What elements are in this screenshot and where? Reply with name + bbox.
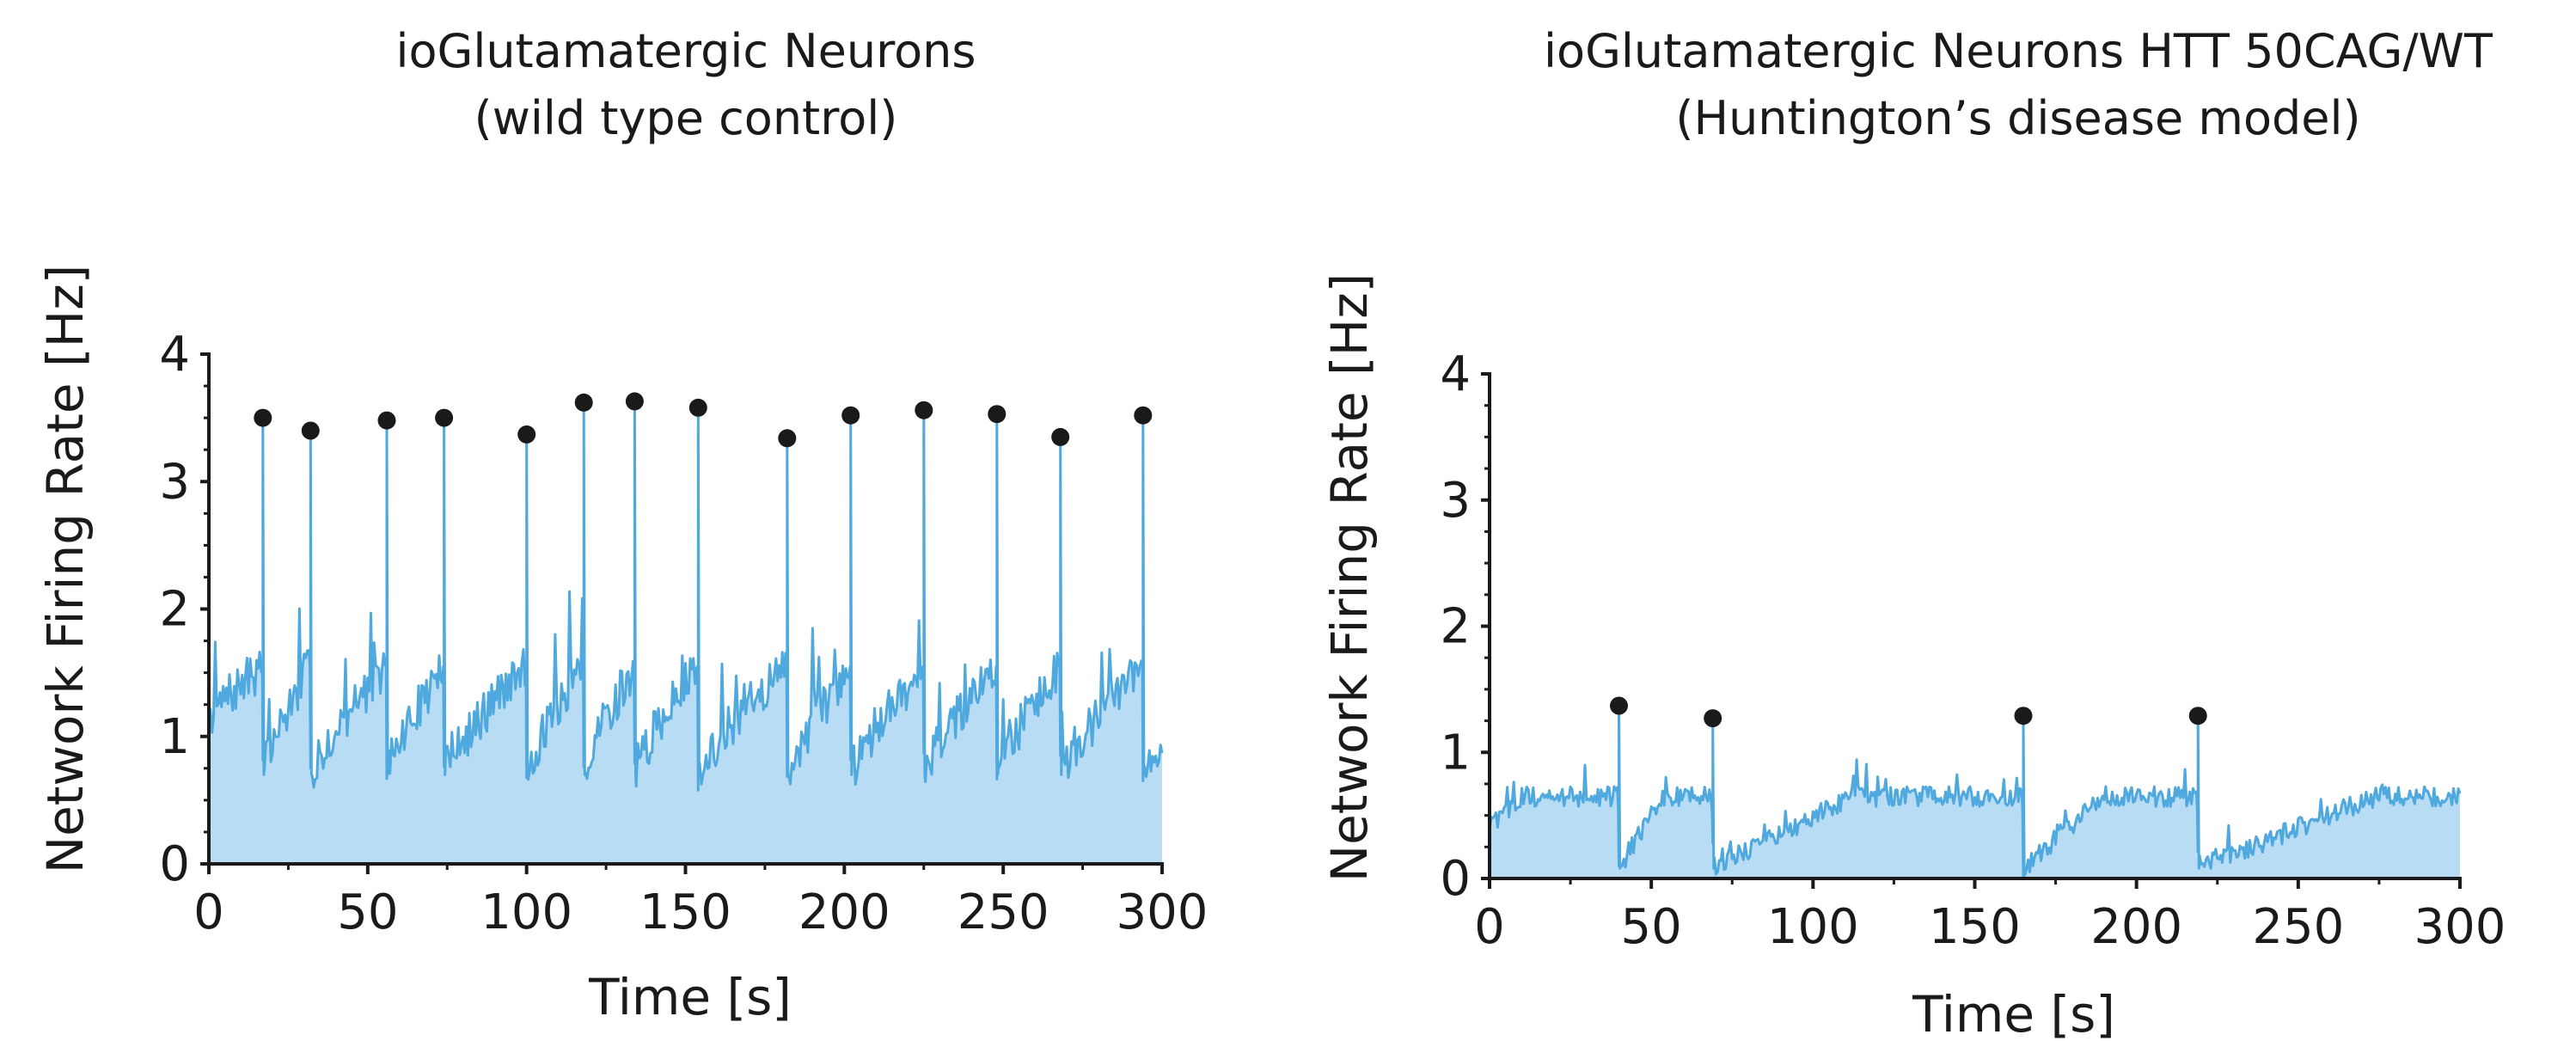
x-tick-label: 200 (2090, 899, 2182, 955)
y-tick-label: 0 (1440, 851, 1471, 907)
marker-layer (1610, 696, 2207, 728)
chart-panel-huntingtons: ioGlutamatergic Neurons HTT 50CAG/WT (Hu… (1320, 24, 2506, 1044)
y-tick-label: 3 (1440, 473, 1471, 529)
firing-rate-trace (207, 400, 1164, 792)
x-tick-label: 100 (1767, 899, 1859, 955)
chart-subtitle: (Huntington’s disease model) (1675, 91, 2360, 145)
x-tick-label: 50 (1621, 899, 1682, 955)
area-fill (1490, 706, 2460, 878)
y-tick-label: 4 (159, 327, 190, 383)
x-tick-label: 250 (2252, 899, 2344, 955)
peak-marker (574, 393, 593, 412)
chart-title: ioGlutamatergic Neurons (395, 24, 976, 78)
x-axis-label: Time [s] (1912, 985, 2115, 1044)
peak-marker (1610, 696, 1628, 715)
peak-marker (301, 421, 320, 440)
x-tick-label: 200 (798, 885, 890, 940)
peak-marker (915, 401, 933, 419)
x-tick-label: 0 (1474, 899, 1505, 955)
chart-panel-wild-type: ioGlutamatergic Neurons (wild type contr… (36, 24, 1208, 1026)
peak-marker (988, 405, 1007, 424)
area-layer (207, 400, 1164, 864)
peak-marker (377, 411, 396, 430)
x-tick-label: 100 (480, 885, 572, 940)
y-tick-label: 2 (159, 582, 190, 638)
y-tick-label: 2 (1440, 599, 1471, 655)
x-tick-label: 300 (1117, 885, 1208, 940)
peak-marker (1134, 406, 1153, 425)
peak-marker (625, 392, 644, 411)
x-tick-label: 50 (337, 885, 398, 940)
peak-marker (517, 425, 536, 444)
peak-marker (435, 408, 454, 427)
x-tick-label: 0 (193, 885, 224, 940)
peak-marker (1704, 709, 1722, 728)
y-axis-label: Network Firing Rate [Hz] (36, 265, 95, 874)
y-tick-label: 1 (1440, 725, 1471, 780)
area-fill (209, 401, 1162, 864)
peak-marker (2188, 707, 2207, 725)
area-layer (1488, 704, 2462, 878)
axes: 0 1 2 3 4 0 50 100 150 200 250 300 (159, 327, 1208, 940)
peak-marker (1051, 427, 1070, 446)
y-tick-label: 4 (1440, 346, 1471, 402)
x-axis-label: Time [s] (588, 968, 792, 1026)
chart-subtitle: (wild type control) (474, 91, 898, 145)
x-tick-label: 150 (639, 885, 731, 940)
y-tick-label: 1 (159, 709, 190, 765)
peak-marker (688, 398, 707, 417)
peak-marker (778, 429, 797, 448)
peak-marker (2014, 707, 2033, 725)
y-tick-label: 0 (159, 836, 190, 892)
axes: 0 1 2 3 4 0 50 100 150 200 250 300 (1440, 346, 2506, 955)
chart-title: ioGlutamatergic Neurons HTT 50CAG/WT (1544, 24, 2493, 78)
peak-marker (841, 406, 860, 425)
x-tick-label: 300 (2414, 899, 2506, 955)
marker-layer (254, 392, 1153, 448)
x-tick-label: 250 (958, 885, 1049, 940)
peak-marker (254, 408, 272, 427)
firing-rate-trace (1488, 704, 2462, 878)
x-tick-label: 150 (1929, 899, 2021, 955)
y-axis-label: Network Firing Rate [Hz] (1320, 273, 1379, 883)
y-tick-label: 3 (159, 454, 190, 510)
